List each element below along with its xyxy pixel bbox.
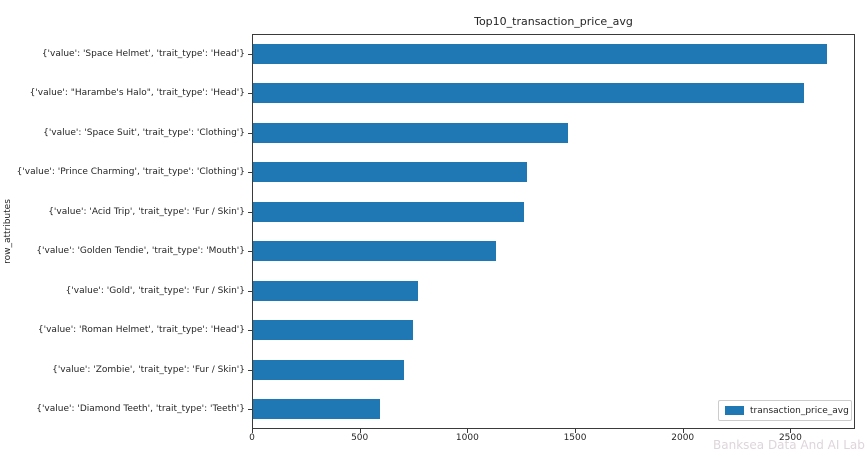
x-tick-label: 2500 [778,433,802,443]
y-tick-label: {'value': 'Space Suit', 'trait_type': 'C… [43,127,245,138]
y-tick-label: {'value': 'Prince Charming', 'trait_type… [16,167,245,178]
x-tick-label: 0 [249,433,255,443]
x-tick-mark [575,429,576,433]
x-tick-mark [360,429,361,433]
bar [253,43,827,64]
legend-label: transaction_price_avg [750,405,849,416]
y-tick-label: {'value': "Harambe's Halo", 'trait_type'… [29,88,245,99]
bar [253,359,404,380]
bar [253,162,527,183]
bar [253,320,414,341]
x-tick-mark [252,429,253,433]
plot-area [252,34,855,429]
bar [253,122,569,143]
bar [253,399,381,420]
legend: transaction_price_avg [718,400,852,421]
x-tick-mark [790,429,791,433]
y-tick-label: {'value': 'Gold', 'trait_type': 'Fur / S… [65,285,245,296]
x-tick-label: 2000 [671,433,695,443]
watermark: Banksea Data And AI Lab [713,438,865,452]
legend-swatch-icon [725,406,744,415]
y-tick-label: {'value': 'Golden Tendie', 'trait_type':… [36,246,245,257]
x-tick-label: 500 [351,433,369,443]
y-tick-mark [248,370,252,371]
x-tick-mark [683,429,684,433]
y-tick-mark [248,172,252,173]
x-tick-label: 1000 [455,433,479,443]
bar [253,280,418,301]
chart-title: Top10_transaction_price_avg [474,15,633,28]
x-tick-mark [467,429,468,433]
y-tick-label: {'value': 'Roman Helmet', 'trait_type': … [37,325,245,336]
y-tick-mark [248,133,252,134]
y-tick-mark [248,54,252,55]
bar [253,83,805,104]
y-tick-label: {'value': 'Acid Trip', 'trait_type': 'Fu… [48,206,245,217]
y-tick-mark [248,93,252,94]
y-tick-mark [248,291,252,292]
y-tick-mark [248,251,252,252]
bar [253,201,525,222]
y-tick-mark [248,212,252,213]
x-tick-label: 1500 [563,433,587,443]
y-tick-label: {'value': 'Diamond Teeth', 'trait_type':… [36,404,245,415]
y-tick-mark [248,409,252,410]
y-tick-mark [248,330,252,331]
y-tick-label: {'value': 'Space Helmet', 'trait_type': … [41,48,245,59]
bar [253,241,497,262]
y-tick-label: {'value': 'Zombie', 'trait_type': 'Fur /… [52,364,245,375]
